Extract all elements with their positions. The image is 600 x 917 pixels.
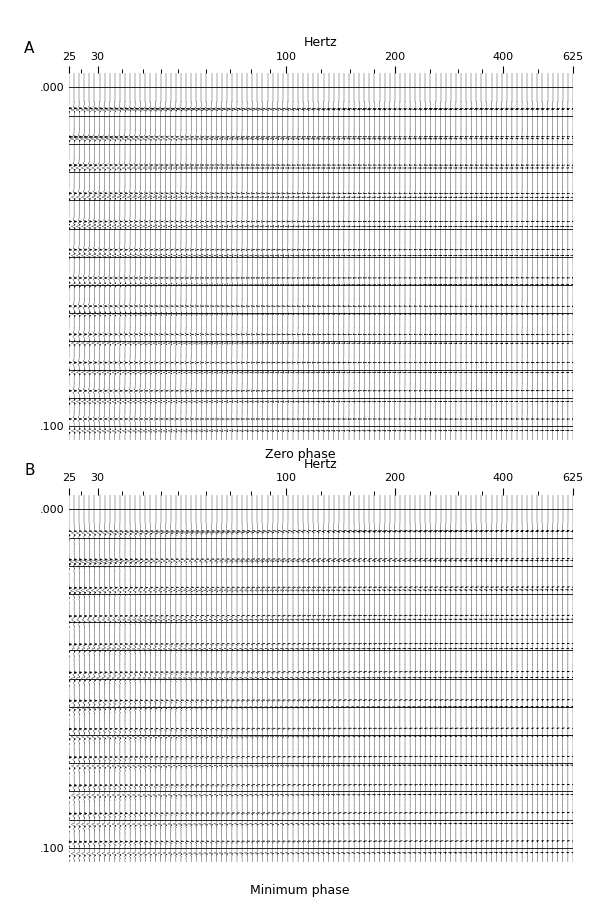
X-axis label: Hertz: Hertz — [304, 458, 338, 470]
Text: Minimum phase: Minimum phase — [250, 884, 350, 897]
Text: A: A — [24, 41, 34, 56]
Text: B: B — [24, 463, 35, 478]
Text: Zero phase: Zero phase — [265, 448, 335, 461]
X-axis label: Hertz: Hertz — [304, 36, 338, 49]
